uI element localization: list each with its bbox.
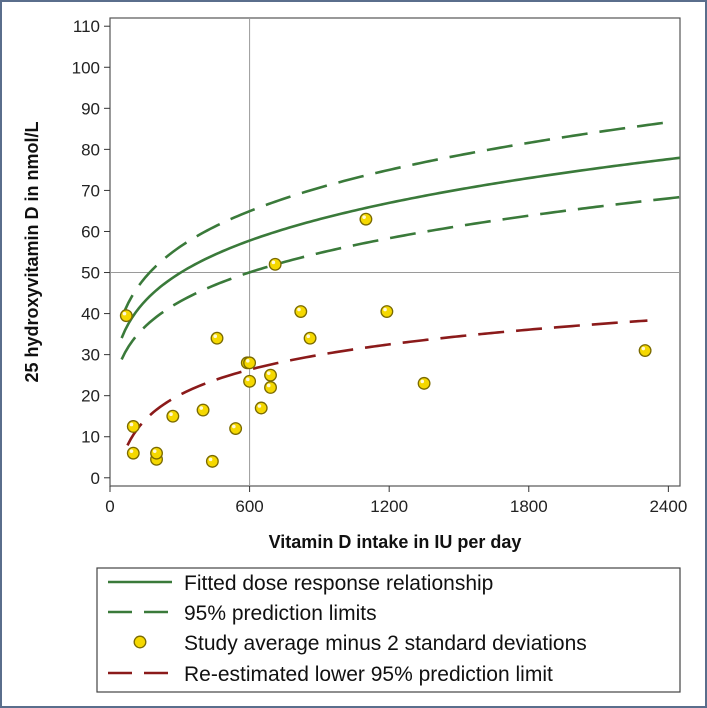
- data-point: [254, 401, 268, 415]
- y-tick-label: 20: [81, 387, 100, 406]
- data-point-highlight: [266, 371, 271, 375]
- data-point-highlight: [420, 379, 425, 384]
- lower-prediction-limit: [120, 195, 681, 361]
- legend-label-study-points: Study average minus 2 standard deviation…: [184, 632, 587, 655]
- data-point-highlight: [362, 215, 366, 219]
- data-point-highlight: [257, 404, 262, 408]
- y-tick-label: 10: [81, 428, 100, 447]
- data-point: [166, 409, 180, 423]
- legend-label-prediction-limits: 95% prediction limits: [184, 602, 377, 625]
- data-point-highlight: [213, 334, 218, 339]
- data-point-highlight: [297, 307, 301, 312]
- data-point-highlight: [232, 424, 236, 429]
- x-tick-label: 600: [235, 497, 263, 516]
- data-point: [638, 344, 652, 357]
- y-tick-label: 30: [81, 346, 100, 365]
- data-point-highlight: [169, 412, 173, 417]
- data-point: [243, 356, 257, 370]
- y-axis-title: 25 hydroxyvitamin D in nmol/L: [22, 121, 42, 382]
- y-tick-label: 0: [91, 469, 100, 488]
- y-tick-label: 110: [73, 17, 100, 36]
- data-point-highlight: [129, 422, 134, 427]
- data-point: [229, 422, 243, 435]
- data-point: [359, 212, 373, 226]
- data-point: [264, 381, 277, 394]
- data-point-highlight: [383, 307, 387, 312]
- x-tick-label: 1200: [370, 497, 408, 516]
- x-axis-title: Vitamin D intake in IU per day: [269, 532, 522, 552]
- data-point: [294, 305, 308, 318]
- plot-area: [109, 17, 681, 487]
- x-tick-label: 0: [105, 497, 114, 516]
- legend: Fitted dose response relationship 95% pr…: [108, 572, 587, 686]
- data-point: [205, 454, 219, 468]
- y-axis: 0 10 20 30 40 50 60 70 80 90 100 110: [72, 17, 110, 488]
- curves: [120, 120, 681, 446]
- data-point-highlight: [245, 359, 250, 363]
- data-point: [119, 309, 133, 323]
- x-tick-label: 2400: [649, 497, 687, 516]
- data-point-highlight: [641, 346, 646, 351]
- y-tick-label: 40: [81, 305, 100, 324]
- reference-lines: [110, 18, 680, 486]
- data-point-highlight: [129, 449, 134, 453]
- data-point: [196, 403, 210, 417]
- y-tick-label: 70: [81, 181, 100, 200]
- x-axis: 0 600 1200 1800 2400: [105, 486, 687, 516]
- data-point-highlight: [152, 449, 157, 453]
- y-tick-label: 90: [81, 99, 100, 118]
- data-point: [380, 305, 394, 318]
- y-tick-label: 50: [81, 264, 100, 283]
- data-point: [264, 368, 277, 382]
- data-point-highlight: [271, 260, 276, 265]
- legend-label-reestimated-limit: Re-estimated lower 95% prediction limit: [184, 663, 553, 686]
- reestimated-lower-limit: [126, 319, 648, 446]
- data-point-highlight: [122, 311, 127, 316]
- y-tick-label: 100: [72, 58, 100, 77]
- data-point: [243, 374, 257, 388]
- y-tick-label: 60: [81, 222, 100, 241]
- data-point-highlight: [208, 457, 213, 462]
- data-point: [210, 331, 224, 345]
- data-point: [417, 376, 431, 390]
- legend-box: [96, 567, 681, 693]
- data-point: [268, 257, 282, 271]
- data-point: [150, 446, 163, 460]
- x-tick-label: 1800: [510, 497, 548, 516]
- data-point-highlight: [266, 383, 271, 388]
- data-point-highlight: [245, 377, 250, 382]
- data-points: [119, 212, 652, 468]
- legend-label-fitted: Fitted dose response relationship: [184, 572, 493, 595]
- upper-prediction-limit: [120, 120, 669, 320]
- fitted-curve: [120, 156, 681, 339]
- data-point-highlight: [306, 334, 311, 339]
- data-point: [126, 420, 140, 433]
- y-tick-label: 80: [81, 140, 100, 159]
- data-point-highlight: [199, 406, 204, 410]
- data-point: [126, 446, 140, 460]
- legend-swatch-study-points: [133, 635, 147, 649]
- data-point: [303, 331, 317, 345]
